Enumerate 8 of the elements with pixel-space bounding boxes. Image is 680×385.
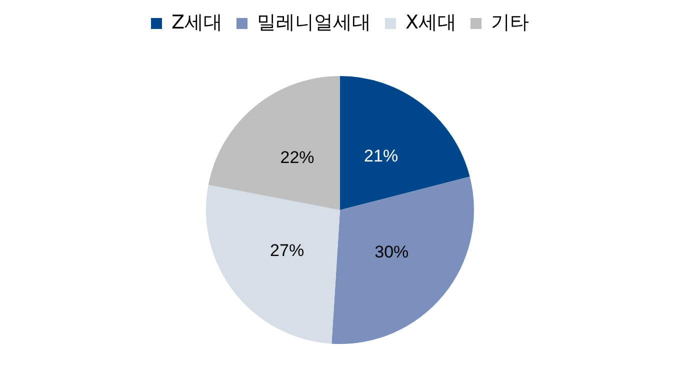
legend-label: 기타	[491, 11, 530, 34]
data-label: 21%	[364, 146, 398, 166]
legend-label: X세대	[406, 11, 457, 34]
data-label: 30%	[374, 242, 409, 262]
legend-label: 밀레니얼세대	[257, 11, 371, 34]
data-label: 27%	[270, 240, 304, 260]
legend-label: Z세대	[171, 11, 223, 34]
data-label: 22%	[280, 148, 314, 168]
